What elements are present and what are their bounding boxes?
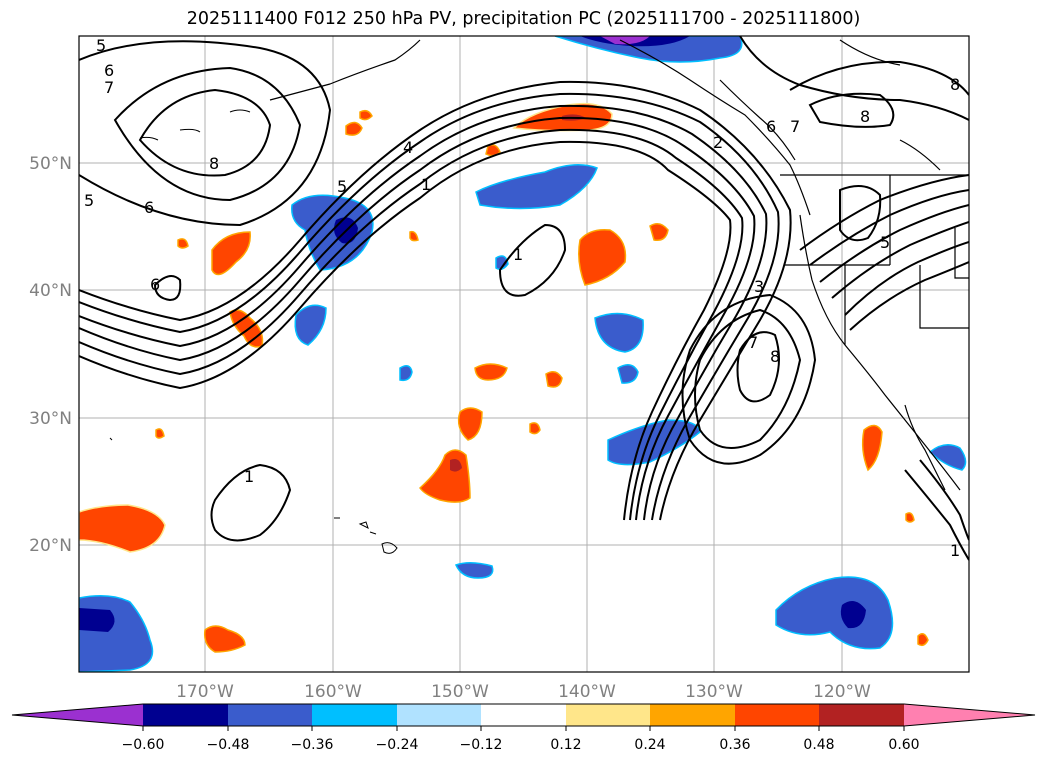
map-background [79, 36, 969, 672]
pv-contours [79, 36, 969, 561]
colorbar-segment [397, 704, 481, 726]
contour-label: 2 [713, 133, 723, 152]
contour-label: 5 [337, 177, 347, 196]
contour-label: 4 [403, 138, 413, 157]
lon-label: 160°W [304, 682, 362, 702]
colorbar-segment [228, 704, 312, 726]
contour-label: 1 [950, 541, 960, 560]
longitude-labels: 170°W 160°W 150°W 140°W 130°W 120°W [176, 682, 871, 702]
contour-label: 6 [150, 275, 160, 294]
contour-label: 8 [860, 107, 870, 126]
colorbar: −0.60 −0.48 −0.36 −0.24 −0.12 0.12 0.24 … [11, 703, 1036, 753]
colorbar-segment [481, 704, 566, 726]
latitude-labels: 50°N 40°N 30°N 20°N [29, 154, 72, 556]
contour-label: 5 [96, 36, 106, 55]
colorbar-tick-label: −0.48 [207, 737, 250, 753]
contour-label: 8 [770, 347, 780, 366]
colorbar-tick-label: 0.60 [888, 737, 919, 753]
contour-label: 8 [950, 75, 960, 94]
map-frame [78, 35, 970, 673]
colorbar-segment [312, 704, 397, 726]
lat-label: 20°N [29, 536, 72, 556]
contour-label: 7 [748, 333, 758, 352]
contour-label: 5 [84, 191, 94, 210]
contour-label: 7 [790, 117, 800, 136]
lon-label: 120°W [813, 682, 871, 702]
colorbar-tick-label: 0.48 [803, 737, 834, 753]
colorbar-under-triangle [12, 704, 143, 726]
lat-label: 30°N [29, 409, 72, 429]
lat-label: 50°N [29, 154, 72, 174]
contour-label: 3 [754, 277, 764, 296]
contour-label: 8 [209, 154, 219, 173]
colorbar-tick-label: −0.60 [122, 737, 165, 753]
colorbar-tick-label: 0.12 [550, 737, 581, 753]
lon-label: 170°W [176, 682, 234, 702]
colorbar-segment [143, 704, 228, 726]
positive-precip-anomalies [79, 102, 929, 653]
lon-label: 130°W [685, 682, 743, 702]
colorbar-segment [650, 704, 735, 726]
colorbar-tick-label: 0.24 [634, 737, 665, 753]
colorbar-tick-label: −0.12 [460, 737, 503, 753]
coastlines [269, 39, 969, 491]
colorbar-tick-label: −0.24 [376, 737, 419, 753]
colorbar-tick-label: −0.36 [291, 737, 334, 753]
colorbar-segment [735, 704, 819, 726]
contour-label: 6 [766, 117, 776, 136]
lon-label: 140°W [558, 682, 616, 702]
contour-label: 1 [244, 467, 254, 486]
colorbar-tick-label: 0.36 [719, 737, 750, 753]
contour-label: 6 [144, 198, 154, 217]
colorbar-segment [566, 704, 650, 726]
contour-label: 6 [104, 61, 114, 80]
contour-label: 1 [421, 175, 431, 194]
contour-label: 1 [513, 245, 523, 264]
lat-label: 40°N [29, 281, 72, 301]
colorbar-segment [819, 704, 904, 726]
contour-labels: 5 6 7 8 5 6 6 4 5 1 1 2 6 7 8 3 7 8 5 1 … [84, 36, 960, 560]
contour-label: 5 [880, 233, 890, 252]
figure-title: 2025111400 F012 250 hPa PV, precipitatio… [186, 9, 861, 29]
contour-label: 7 [104, 78, 114, 97]
lon-label: 150°W [431, 682, 489, 702]
colorbar-over-triangle [904, 704, 1035, 726]
